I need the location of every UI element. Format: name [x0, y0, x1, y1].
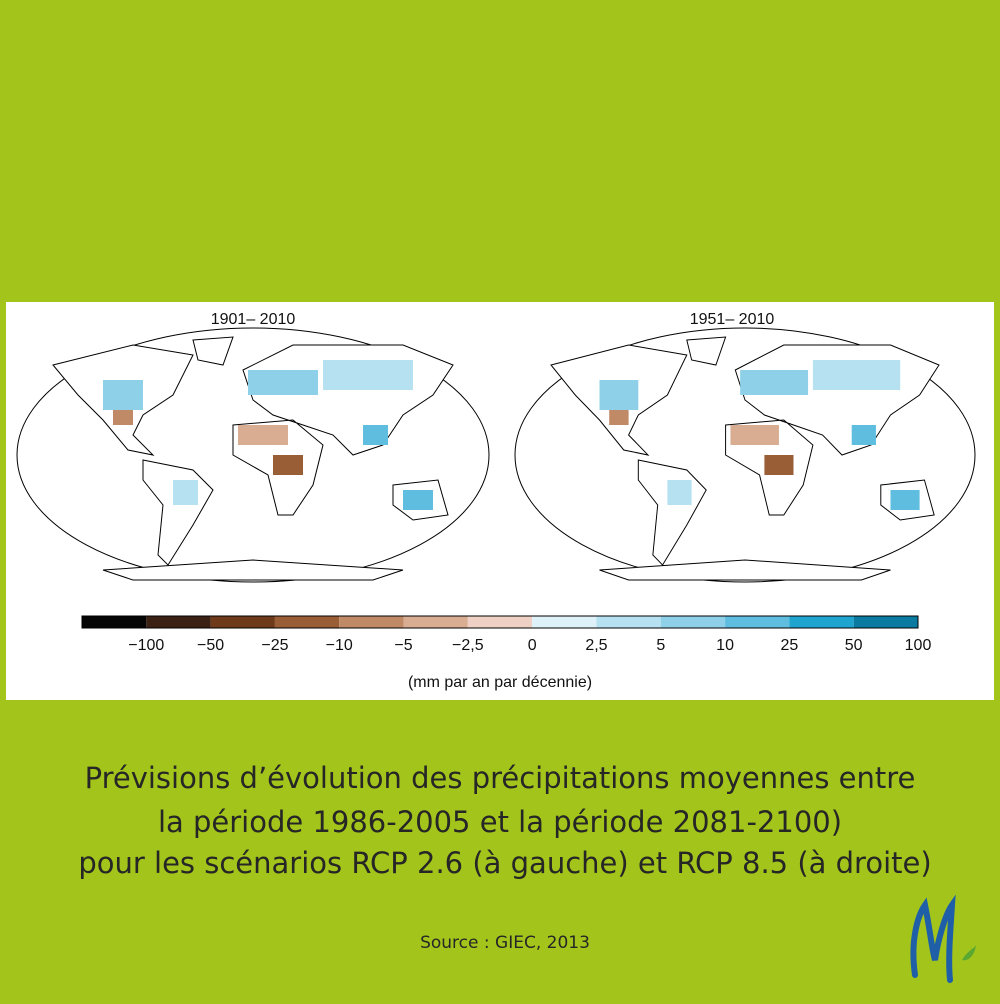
- legend-swatch: [467, 616, 533, 628]
- map-title: 1951– 2010: [690, 311, 775, 328]
- legend-swatch: [532, 616, 597, 628]
- legend-tick-label: 0: [528, 637, 537, 654]
- source: Source : GIEC, 2013: [420, 933, 590, 953]
- legend-swatch: [210, 616, 275, 628]
- legend-swatch: [725, 616, 790, 628]
- legend-frame: [81, 615, 919, 629]
- legend-swatch: [596, 616, 661, 628]
- legend-tick-label: −50: [197, 637, 224, 654]
- map-title: 1901– 2010: [211, 311, 296, 328]
- legend-tick-label: −2,5: [452, 637, 484, 654]
- caption-line: pour les scénarios RCP 2.6 (à gauche) et…: [78, 846, 931, 880]
- legend-swatch: [146, 616, 211, 628]
- legend-tick-label: 50: [845, 637, 863, 654]
- legend-tick-label: 2,5: [585, 637, 607, 654]
- legend-tick-label: −100: [128, 637, 164, 654]
- legend-tick-label: −25: [261, 637, 288, 654]
- map-left: [16, 327, 490, 583]
- legend-swatch: [403, 616, 468, 628]
- legend-swatch: [789, 616, 854, 628]
- legend-swatch: [339, 616, 404, 628]
- caption-line: la période 1986-2005 et la période 2081-…: [158, 805, 842, 839]
- legend-tick-label: 5: [656, 637, 665, 654]
- legend-swatch: [853, 616, 918, 628]
- legend-swatch: [82, 616, 147, 628]
- caption-line: Prévisions d’évolution des précipitation…: [85, 761, 916, 795]
- legend-tick-label: −10: [326, 637, 353, 654]
- legend-swatch: [660, 616, 726, 628]
- logo: [910, 894, 976, 983]
- legend-tick-label: 100: [905, 637, 932, 654]
- map-right: [514, 327, 976, 583]
- legend-unit: (mm par an par décennie): [408, 674, 592, 691]
- legend-tick-label: −5: [394, 637, 412, 654]
- legend-tick-label: 25: [780, 637, 798, 654]
- legend-tick-label: 10: [716, 637, 734, 654]
- legend-swatch: [274, 616, 340, 628]
